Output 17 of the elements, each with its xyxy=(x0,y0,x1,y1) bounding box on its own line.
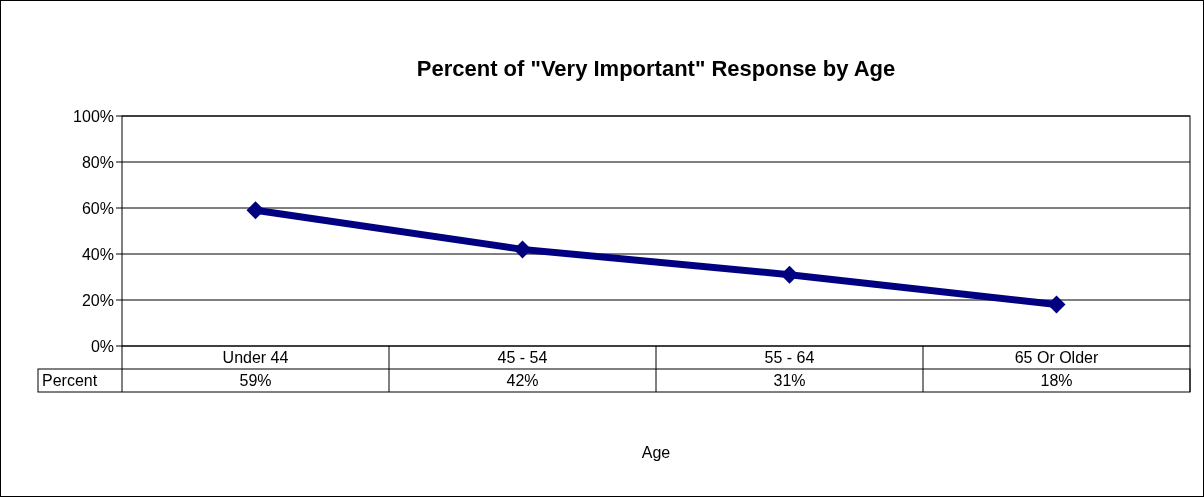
text: 18% xyxy=(1040,372,1073,390)
text: 42% xyxy=(506,372,539,390)
y-tick-label: 20% xyxy=(81,291,114,309)
y-tick-label: 0% xyxy=(90,337,114,355)
text: 59% xyxy=(239,372,272,390)
y-tick-label: 80% xyxy=(81,153,114,171)
y-tick-label: 60% xyxy=(81,199,114,217)
x-axis-title: Age xyxy=(641,444,671,461)
x-tick-label: 45 - 54 xyxy=(497,349,548,367)
chart-title: Percent of "Very Important" Response by Age xyxy=(416,56,896,81)
x-tick-label: Under 44 xyxy=(222,349,289,367)
x-tick-label: 55 - 64 xyxy=(764,349,815,367)
y-tick-label: 100% xyxy=(73,107,114,125)
x-tick-label: 65 Or Older xyxy=(1014,349,1099,367)
y-tick-label: 40% xyxy=(81,245,114,263)
text: 31% xyxy=(773,372,806,390)
text: Percent xyxy=(42,372,98,390)
